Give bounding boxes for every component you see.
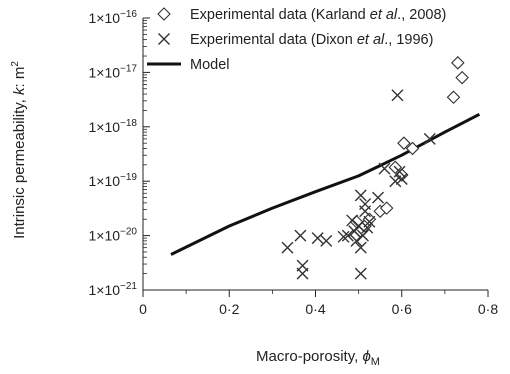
dixon-point xyxy=(393,165,406,178)
dixon-point xyxy=(341,229,354,242)
dixon-point xyxy=(294,229,307,242)
dixon-point xyxy=(363,215,376,228)
dixon-point xyxy=(311,232,324,245)
dixon-point xyxy=(378,162,391,175)
karland-point xyxy=(455,70,469,85)
karland-point xyxy=(379,201,394,215)
dixon-point xyxy=(320,234,333,247)
karland-point xyxy=(405,141,420,156)
axes: 1×10−16 1×10−17 1×10−18 1×10−19 1×10−20 1×10−… xyxy=(88,9,498,317)
dixon-point xyxy=(372,191,385,204)
legend-label: Experimental data (Dixon et al., 1996) xyxy=(190,32,433,48)
model-line xyxy=(170,112,481,256)
dixon-point xyxy=(337,230,350,243)
y-tick-label: 1×10−21 xyxy=(88,281,137,298)
y-tick-label: 1×10−19 xyxy=(88,172,137,189)
dixon-point xyxy=(354,267,367,280)
x-tick-label: 0 xyxy=(139,301,147,317)
dixon-point xyxy=(395,172,408,185)
x-tick-label: 0·8 xyxy=(478,301,498,317)
dixon-point xyxy=(354,241,367,254)
dixon-point xyxy=(359,198,372,211)
x-tick-label: 0·6 xyxy=(392,301,412,317)
karland-point xyxy=(451,56,465,70)
legend-label: Model xyxy=(190,57,230,73)
dixon-point xyxy=(356,229,369,242)
dixon-point xyxy=(354,189,367,202)
x-tick-label: 0·4 xyxy=(305,301,325,317)
y-tick-label: 1×10−16 xyxy=(88,9,137,26)
y-tick-label: 1×10−17 xyxy=(88,63,137,80)
x-tick-label: 0·2 xyxy=(219,301,239,317)
legend-diamond-icon xyxy=(157,7,171,21)
dixon-point xyxy=(281,241,294,254)
dixon-point xyxy=(350,234,363,247)
legend: Experimental data (Karland et al., 2008)… xyxy=(147,7,446,73)
y-axis-title: Intrinsic permeability, k: m2 xyxy=(10,61,28,239)
plot-marks xyxy=(170,56,481,280)
karland-point xyxy=(446,90,461,104)
legend-label: Experimental data (Karland et al., 2008) xyxy=(190,7,446,23)
dixon-point xyxy=(391,89,404,102)
dixon-point xyxy=(296,259,309,272)
dixon-point xyxy=(423,132,436,145)
y-tick-label: 1×10−20 xyxy=(88,227,137,244)
y-tick-label: 1×10−18 xyxy=(88,118,137,135)
dixon-point xyxy=(389,175,402,188)
x-axis-title: Macro-porosity, ϕM xyxy=(256,348,380,368)
legend-cross-icon xyxy=(158,33,170,45)
karland-point xyxy=(397,136,411,150)
